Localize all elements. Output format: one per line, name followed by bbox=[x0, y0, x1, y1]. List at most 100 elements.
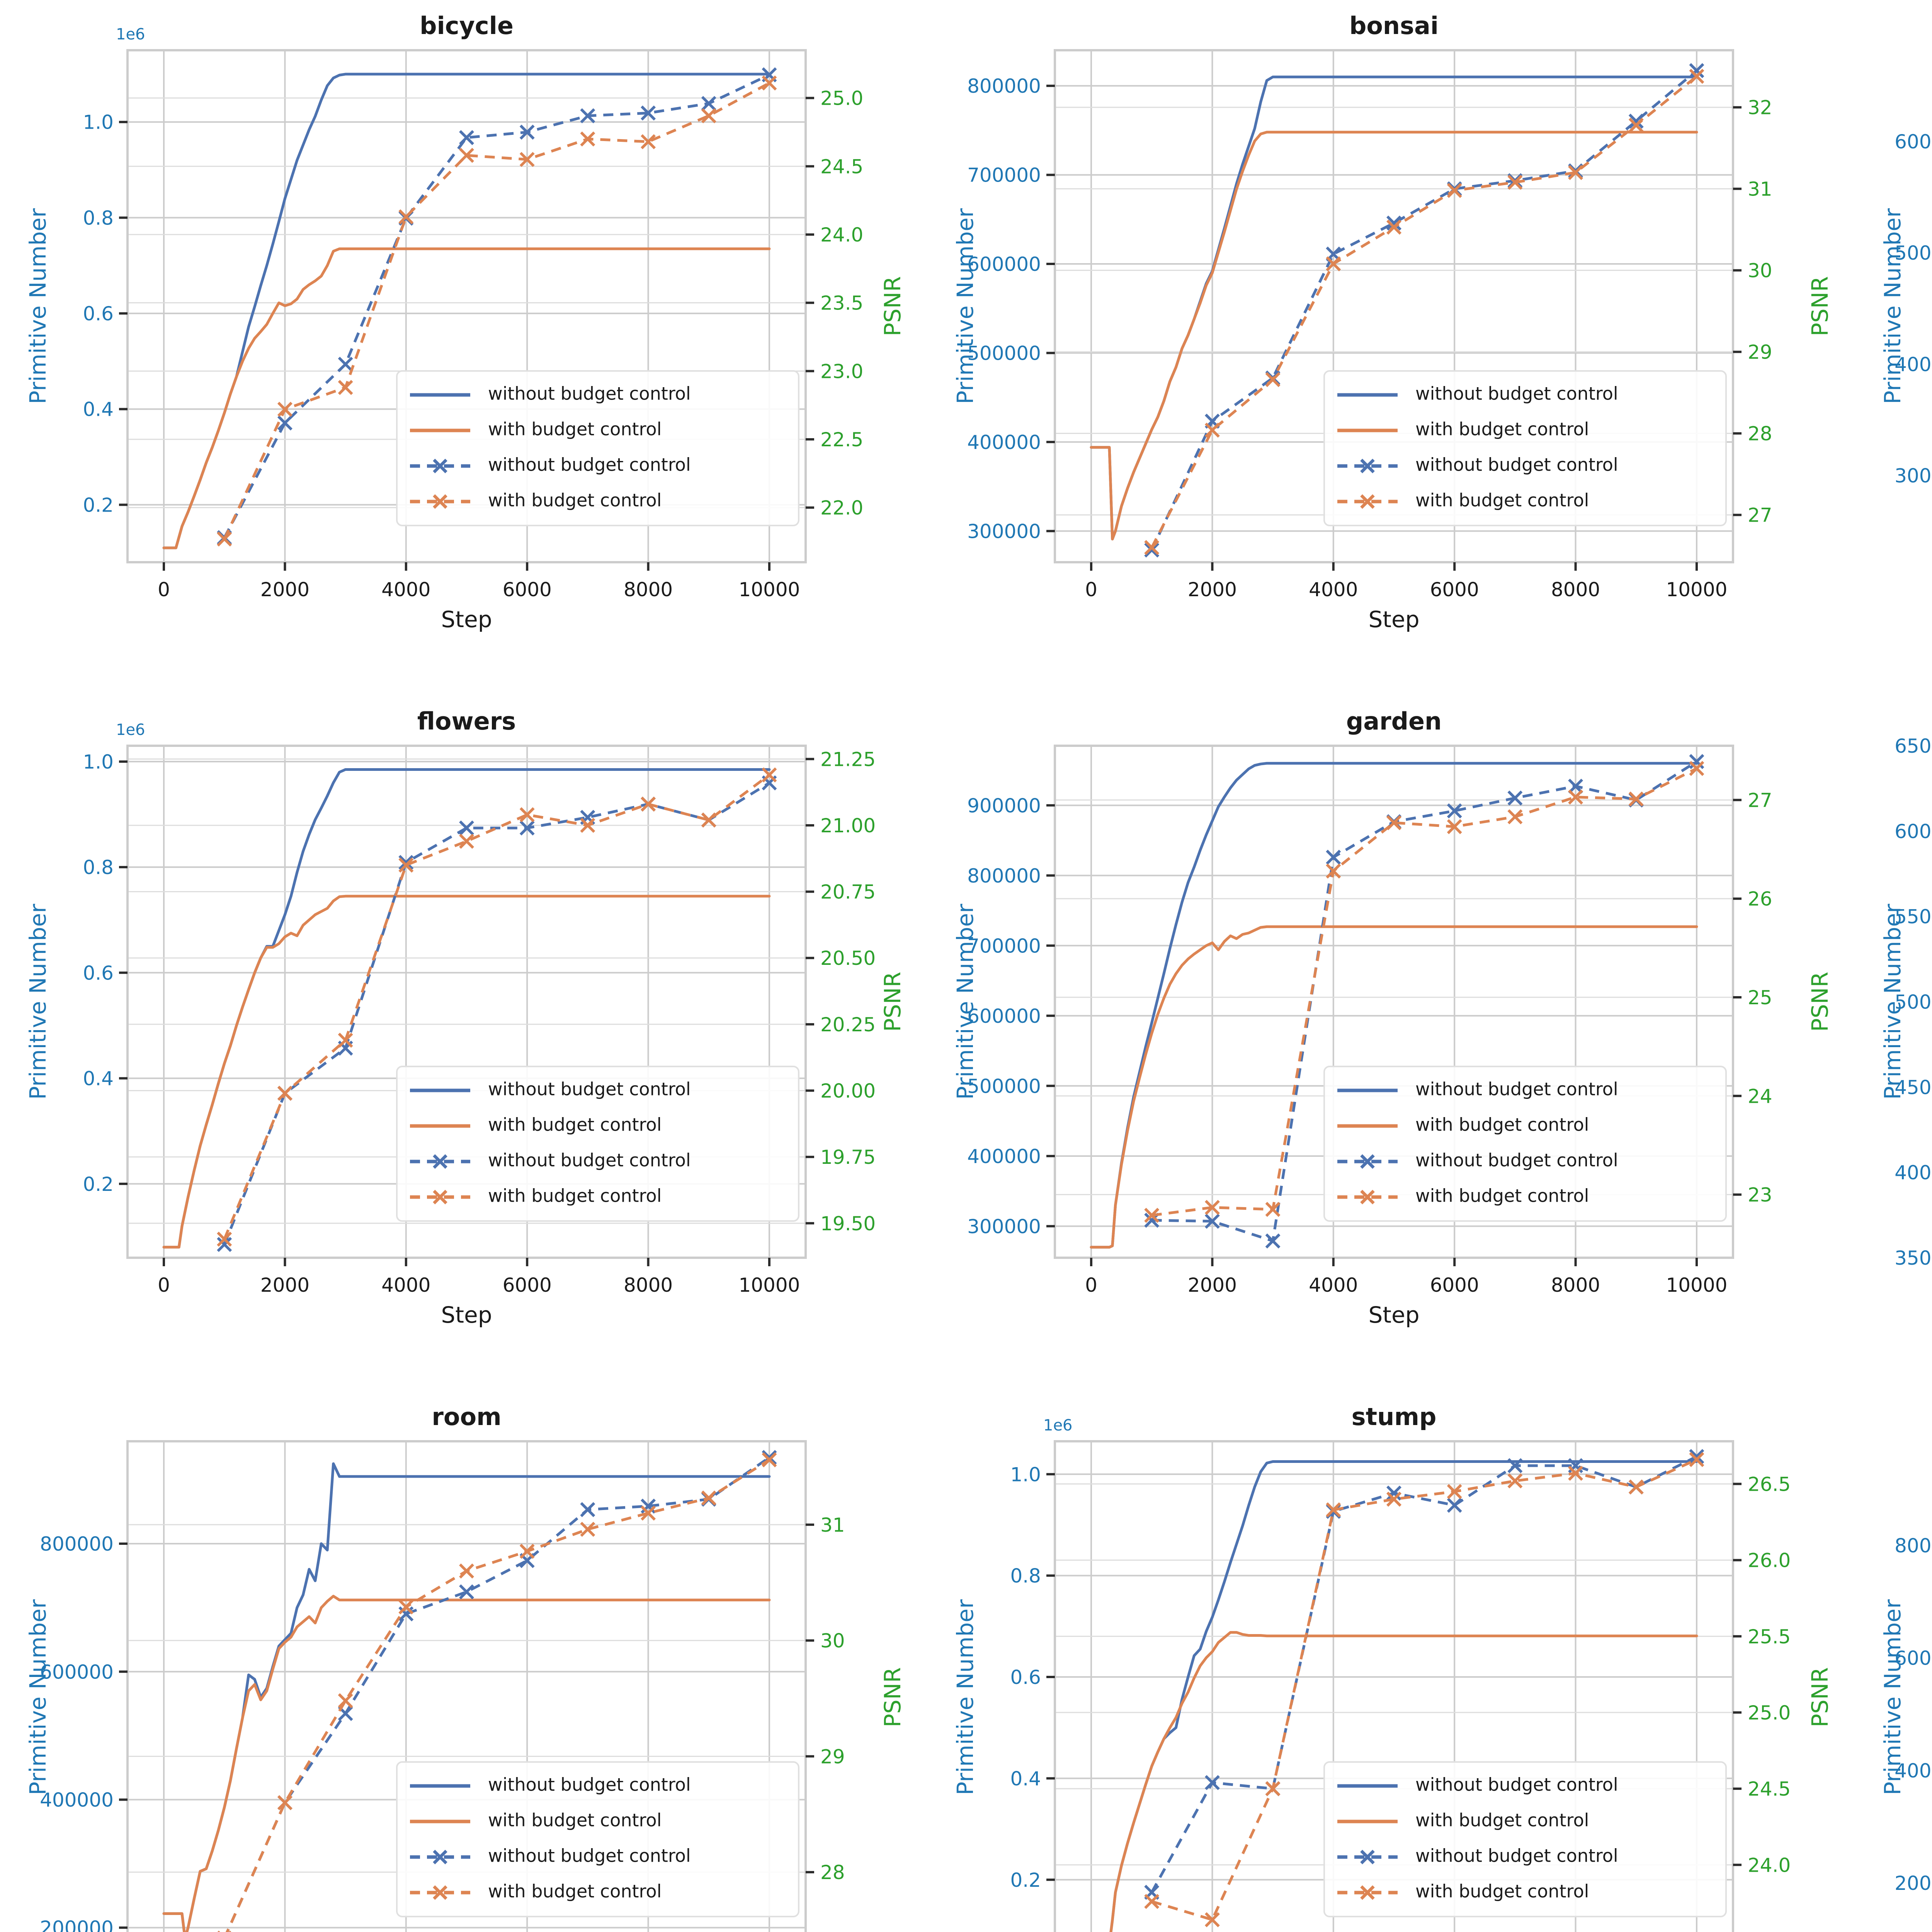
data-marker-x bbox=[1689, 63, 1704, 78]
series-line-with-budget-control-right bbox=[223, 82, 770, 540]
chart-panel-kitchen: kitchen350000400000450000500000550000600… bbox=[1855, 696, 1932, 1391]
y-ticklabel-left: 300000 bbox=[967, 520, 1041, 543]
series-line-without-budget-control-right bbox=[1150, 1455, 1697, 1893]
data-marker-x bbox=[1326, 863, 1341, 879]
y-ticklabel-left: 0.8 bbox=[1010, 1565, 1041, 1587]
data-marker-x bbox=[701, 108, 716, 124]
data-marker-x bbox=[459, 833, 474, 849]
data-marker-x bbox=[1386, 815, 1401, 830]
axis-offset-label: 1e6 bbox=[116, 721, 145, 739]
plot-frame bbox=[126, 49, 807, 563]
y-ticklabel-right: 28 bbox=[820, 1861, 845, 1884]
data-marker-x bbox=[1204, 1200, 1220, 1215]
y-ticklabel-right: 24.0 bbox=[820, 224, 863, 246]
legend-box bbox=[1323, 1761, 1727, 1917]
legend-label: without budget control bbox=[488, 1774, 691, 1795]
y-ticklabel-left: 500000 bbox=[1895, 242, 1932, 264]
y-ticklabel-left: 800000 bbox=[1895, 1534, 1932, 1557]
x-ticklabel: 2000 bbox=[1188, 578, 1237, 601]
data-marker-x bbox=[217, 1231, 232, 1247]
data-marker-x bbox=[1447, 819, 1462, 834]
y-axis-label-left: Primitive Number bbox=[952, 208, 978, 404]
y-ticklabel-left: 400000 bbox=[1895, 1162, 1932, 1184]
data-marker-x bbox=[580, 818, 595, 833]
data-marker-x bbox=[1628, 114, 1644, 129]
y-axis-label-right: PSNR bbox=[879, 276, 906, 336]
y-ticklabel-left: 300000 bbox=[967, 1215, 1041, 1238]
data-marker-x bbox=[762, 767, 777, 782]
data-marker-x bbox=[580, 131, 595, 147]
y-ticklabel-right: 29 bbox=[1748, 341, 1772, 364]
y-ticklabel-left: 700000 bbox=[967, 935, 1041, 957]
legend-marker-x bbox=[433, 1154, 447, 1169]
data-marker-x bbox=[398, 857, 414, 873]
y-ticklabel-left: 450000 bbox=[1895, 1076, 1932, 1099]
legend-label: with budget control bbox=[1415, 1114, 1589, 1135]
y-ticklabel-right: 30 bbox=[1748, 260, 1772, 282]
y-ticklabel-right: 27 bbox=[1748, 789, 1772, 811]
y-ticklabel-left: 1.0 bbox=[1010, 1463, 1041, 1486]
legend-marker-x bbox=[433, 1190, 447, 1204]
y-ticklabel-left: 200000 bbox=[1895, 1872, 1932, 1895]
data-marker-x bbox=[398, 1599, 414, 1615]
data-marker-x bbox=[1265, 1202, 1281, 1217]
y-ticklabel-left: 0.8 bbox=[83, 856, 114, 879]
legend-box bbox=[396, 1761, 799, 1917]
y-ticklabel-right: 22.0 bbox=[820, 497, 863, 519]
data-marker-x bbox=[1204, 1214, 1220, 1229]
legend-label: without budget control bbox=[488, 1150, 691, 1171]
x-axis-label: Step bbox=[441, 1302, 492, 1328]
data-marker-x bbox=[1144, 540, 1160, 555]
chart-panel-garden: garden 300000 400000 500000 600000 700000 8000… bbox=[927, 696, 1855, 1391]
chart-panel-flowers: flowers 1e6 0.2 0.4 0.6 0.8 1.0 19.50 19.75 20.00… bbox=[0, 696, 927, 1391]
x-ticklabel: 2000 bbox=[260, 1274, 310, 1296]
data-marker-x bbox=[277, 401, 293, 417]
x-ticklabel: 6000 bbox=[1430, 1274, 1479, 1296]
legend-label: with budget control bbox=[488, 1114, 662, 1135]
x-ticklabel: 4000 bbox=[1309, 578, 1358, 601]
legend-marker-x bbox=[1360, 1190, 1375, 1204]
data-marker-x bbox=[459, 148, 474, 163]
y-ticklabel-right: 21.25 bbox=[820, 748, 876, 770]
x-ticklabel: 6000 bbox=[503, 578, 552, 601]
data-marker-x bbox=[459, 1563, 474, 1579]
data-marker-x bbox=[1204, 1912, 1220, 1927]
series-line-with-budget-control-left bbox=[162, 895, 771, 1249]
y-ticklabel-left: 500000 bbox=[1895, 991, 1932, 1014]
chart-panel-counter: counter300000400000500000600000252627282… bbox=[1855, 0, 1932, 696]
legend-box bbox=[1323, 370, 1727, 526]
plot-frame bbox=[1054, 745, 1734, 1259]
y-ticklabel-right: 21.00 bbox=[820, 815, 876, 837]
data-marker-x bbox=[1568, 779, 1583, 794]
x-ticklabel: 0 bbox=[1085, 578, 1097, 601]
legend-label: with budget control bbox=[488, 1185, 662, 1206]
plot-frame bbox=[1054, 49, 1734, 563]
axis-offset-label: 1e6 bbox=[116, 26, 145, 43]
y-ticklabel-right: 24.0 bbox=[1748, 1854, 1791, 1876]
y-ticklabel-right: 22.5 bbox=[820, 429, 863, 451]
data-marker-x bbox=[1265, 372, 1281, 387]
chart-panel-bicycle: bicycle 1e6 0.2 0.4 0.6 0.8 1.0 22.0 22.5 23.0 23.… bbox=[0, 0, 927, 696]
legend-label: without budget control bbox=[1415, 1774, 1618, 1795]
data-marker-x bbox=[701, 96, 716, 111]
y-ticklabel-left: 300000 bbox=[1895, 464, 1932, 487]
y-axis-label-right: PSNR bbox=[879, 1667, 906, 1727]
y-ticklabel-left: 1.0 bbox=[83, 111, 114, 134]
data-marker-x bbox=[398, 209, 414, 224]
y-ticklabel-left: 0.2 bbox=[1010, 1869, 1041, 1891]
y-ticklabel-left: 0.4 bbox=[83, 1068, 114, 1090]
x-ticklabel: 8000 bbox=[624, 578, 673, 601]
y-ticklabel-left: 500000 bbox=[967, 1075, 1041, 1097]
series-line-with-budget-control-left bbox=[1090, 925, 1698, 1249]
data-marker-x bbox=[1507, 1473, 1523, 1489]
legend-box bbox=[396, 1066, 799, 1222]
y-ticklabel-left: 0.6 bbox=[83, 962, 114, 984]
data-marker-x bbox=[1326, 850, 1341, 865]
data-marker-x bbox=[641, 105, 656, 121]
y-axis-label-left: Primitive Number bbox=[1879, 1599, 1906, 1795]
legend-box bbox=[396, 370, 799, 526]
y-ticklabel-left: 0.4 bbox=[83, 398, 114, 421]
data-marker-x bbox=[1386, 215, 1401, 231]
legend-label: with budget control bbox=[488, 419, 662, 440]
data-marker-x bbox=[1265, 1233, 1281, 1249]
